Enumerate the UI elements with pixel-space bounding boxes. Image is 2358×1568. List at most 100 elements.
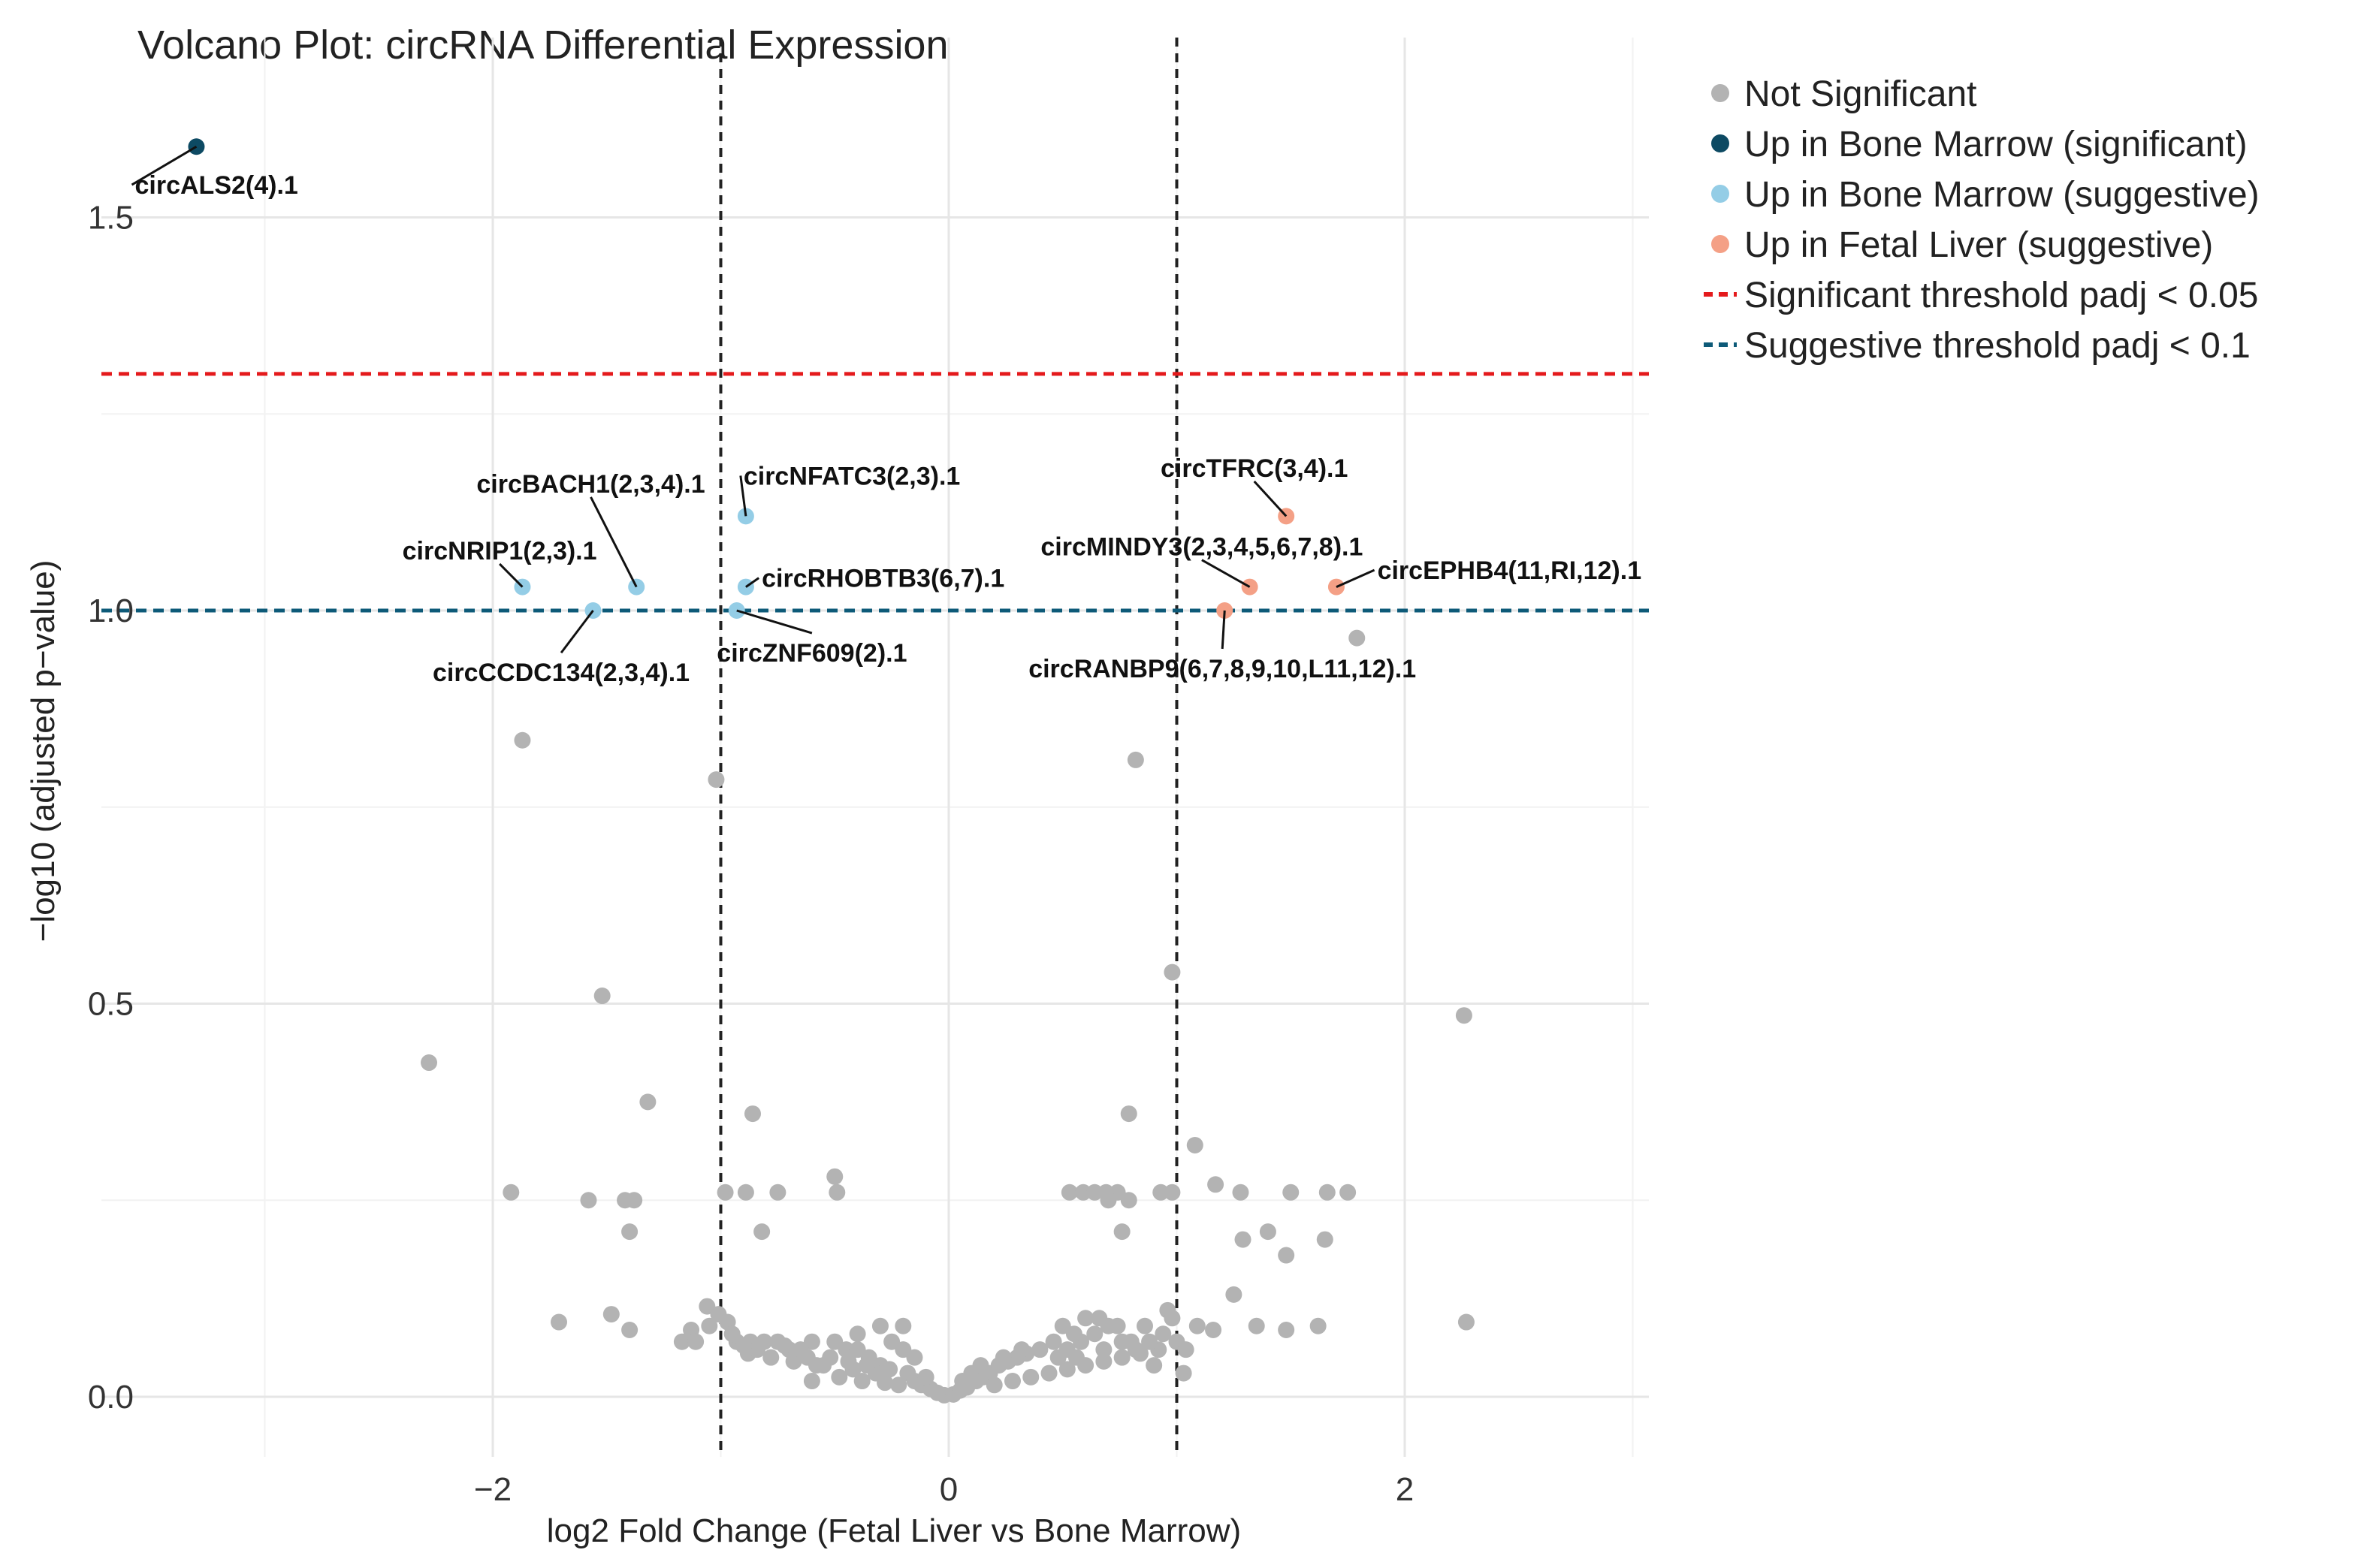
data-point [503, 1184, 520, 1201]
data-point [1095, 1341, 1113, 1358]
data-point [1113, 1223, 1131, 1241]
data-point [1122, 1333, 1140, 1350]
point-label: circMINDY3(2,3,4,5,6,7,8).1 [1040, 533, 1363, 562]
data-point [995, 1349, 1012, 1366]
data-point [1234, 1231, 1251, 1248]
data-point [853, 1373, 871, 1390]
data-point [1058, 1361, 1076, 1378]
data-point [906, 1349, 923, 1366]
x-axis-label: log2 Fold Change (Fetal Liver vs Bone Ma… [547, 1512, 1241, 1549]
legend-label: Up in Fetal Liver (suggestive) [1744, 225, 2213, 265]
data-point [1186, 1136, 1203, 1153]
label-connector [1221, 610, 1226, 650]
x-tick-label: 2 [1396, 1471, 1414, 1508]
point-label: circTFRC(3,4).1 [1161, 454, 1348, 483]
data-point [1309, 1317, 1327, 1334]
data-point [701, 1317, 718, 1334]
data-point [1318, 1184, 1336, 1201]
data-point [831, 1368, 848, 1386]
data-point [972, 1357, 989, 1374]
data-point [708, 771, 725, 789]
legend-label: Not Significant [1744, 74, 1977, 114]
label-connector [1253, 480, 1288, 517]
point-label: circBACH1(2,3,4).1 [476, 470, 705, 499]
data-point [1278, 1247, 1295, 1264]
data-point [1054, 1317, 1071, 1334]
data-point [580, 1192, 597, 1209]
legend-marker [1711, 185, 1729, 203]
data-point [626, 1192, 643, 1209]
data-point [1031, 1341, 1049, 1358]
data-point [871, 1317, 889, 1334]
data-point [1164, 1310, 1181, 1327]
data-point [1040, 1364, 1058, 1382]
y-axis-label: −log10 (adjusted p−value) [25, 560, 62, 942]
data-point [1022, 1368, 1040, 1386]
data-point [1086, 1325, 1104, 1343]
data-point [687, 1333, 705, 1350]
data-point [1457, 1313, 1475, 1331]
data-point [1282, 1184, 1300, 1201]
y-tick-label: 1.5 [88, 200, 134, 237]
label-connector [739, 475, 747, 517]
data-point [1188, 1317, 1206, 1334]
label-connector [1201, 559, 1251, 588]
point-label: circRHOBTB3(6,7).1 [762, 565, 1004, 593]
data-point [769, 1184, 787, 1201]
data-point [858, 1357, 875, 1374]
data-point [1013, 1341, 1031, 1358]
y-tick-label: 0.0 [88, 1379, 134, 1416]
point-labels: circNRIP1(2,3).1 circCCDC134(2,3,4).1 circ… [131, 145, 1641, 687]
data-point [421, 1054, 438, 1072]
point-label: circALS2(4).1 [135, 171, 298, 200]
data-point [1067, 1349, 1085, 1366]
data-point [1232, 1184, 1249, 1201]
data-points [188, 138, 1475, 1404]
x-tick-label: 0 [940, 1471, 958, 1508]
label-connector [590, 496, 638, 588]
legend: Not Significant Up in Bone Marrow (signif… [1704, 74, 2260, 366]
data-point [673, 1333, 690, 1350]
data-point [1278, 1322, 1295, 1339]
data-point [1339, 1184, 1357, 1201]
data-point [1225, 1286, 1242, 1303]
data-point [1004, 1373, 1021, 1390]
y-tick-label: 1.0 [88, 593, 134, 629]
legend-label: Up in Bone Marrow (significant) [1744, 125, 2248, 164]
data-point [1077, 1310, 1094, 1327]
point-label: circNFATC3(2,3).1 [744, 462, 960, 490]
data-point [986, 1377, 1003, 1394]
label-connector [499, 562, 524, 588]
data-point [826, 1168, 844, 1185]
data-point [822, 1349, 839, 1366]
label-connector [745, 577, 759, 588]
data-point [881, 1361, 898, 1378]
grid [101, 38, 1649, 1457]
point-label: circNRIP1(2,3).1 [403, 537, 597, 565]
data-point [1086, 1184, 1104, 1201]
point-label: circRANBP9(6,7,8,9,10,L11,12).1 [1028, 655, 1416, 683]
point-label: circZNF609(2).1 [717, 639, 907, 668]
data-point [1120, 1105, 1137, 1123]
legend-label: Up in Bone Marrow (suggestive) [1744, 175, 2260, 215]
data-point [1075, 1184, 1092, 1201]
data-point [1120, 1192, 1137, 1209]
label-connector [1336, 568, 1375, 588]
legend-marker [1711, 235, 1729, 253]
data-point [792, 1341, 809, 1358]
data-point [776, 1337, 793, 1354]
data-point [753, 1223, 771, 1241]
data-point [1049, 1349, 1067, 1366]
data-point [803, 1373, 820, 1390]
data-point [1045, 1333, 1062, 1350]
data-point [1207, 1176, 1224, 1193]
data-point [1455, 1007, 1472, 1024]
label-connector [131, 145, 198, 186]
data-point [849, 1325, 866, 1343]
data-point [840, 1352, 857, 1370]
data-point [735, 1337, 752, 1354]
data-point [1259, 1223, 1276, 1241]
data-point [1164, 963, 1181, 981]
legend-label: Significant threshold padj < 0.05 [1744, 276, 2258, 315]
y-tick-label: 0.5 [88, 986, 134, 1023]
